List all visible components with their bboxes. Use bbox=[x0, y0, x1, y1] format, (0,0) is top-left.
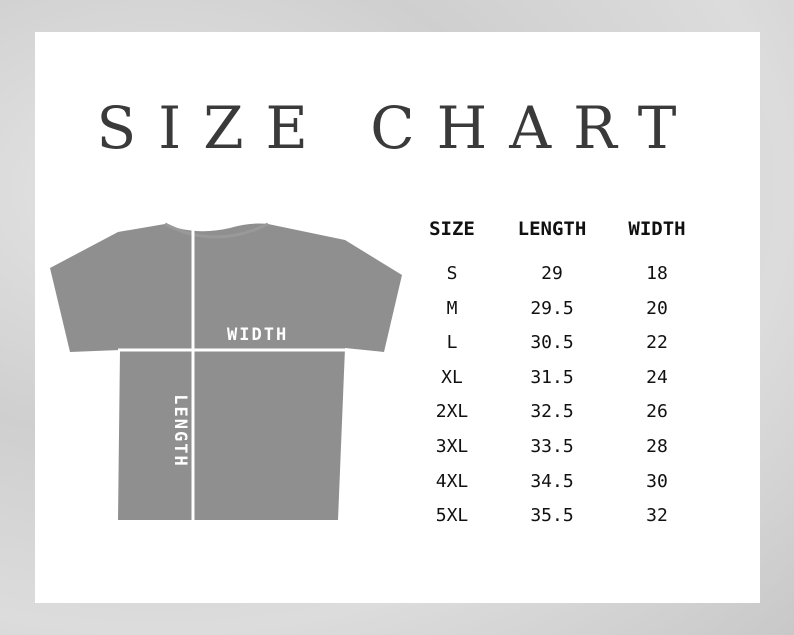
table-cell: 30.5 bbox=[530, 332, 574, 354]
table-cell: 5XL bbox=[435, 505, 469, 527]
table-cell: 31.5 bbox=[530, 366, 574, 388]
table-cell: 3XL bbox=[435, 436, 469, 457]
table-cell: M bbox=[446, 297, 458, 319]
page-title: SIZE CHART bbox=[96, 94, 699, 162]
width-label: WIDTH bbox=[227, 325, 289, 345]
tshirt-shape bbox=[50, 223, 402, 520]
table-cell: 35.5 bbox=[530, 505, 574, 527]
tshirt-collar bbox=[164, 222, 269, 239]
table-header-size: SIZE bbox=[429, 218, 475, 240]
table-cell: 4XL bbox=[435, 470, 469, 492]
table-cell: 26 bbox=[646, 401, 668, 423]
table-cell: S bbox=[446, 263, 458, 284]
table-cell: 33.5 bbox=[530, 436, 574, 457]
table-cell: 28 bbox=[646, 436, 668, 457]
table-cell: 32 bbox=[646, 505, 668, 527]
table-cell: 29.5 bbox=[530, 297, 574, 319]
table-cell: 29 bbox=[541, 263, 563, 284]
table-header-length: LENGTH bbox=[517, 218, 587, 240]
table-header-width: WIDTH bbox=[628, 218, 686, 240]
table-cell: 32.5 bbox=[530, 401, 574, 423]
table-cell: 20 bbox=[646, 297, 668, 319]
table-cell: 2XL bbox=[435, 401, 469, 423]
table-cell: L bbox=[446, 332, 458, 354]
table-cell: 34.5 bbox=[530, 470, 574, 492]
length-label: LENGTH bbox=[170, 394, 190, 468]
table-cell: XL bbox=[441, 366, 463, 388]
table-cell: 30 bbox=[646, 470, 668, 492]
table-cell: 22 bbox=[646, 332, 668, 354]
table-cell: 18 bbox=[646, 263, 668, 284]
table-cell: 24 bbox=[646, 366, 668, 388]
